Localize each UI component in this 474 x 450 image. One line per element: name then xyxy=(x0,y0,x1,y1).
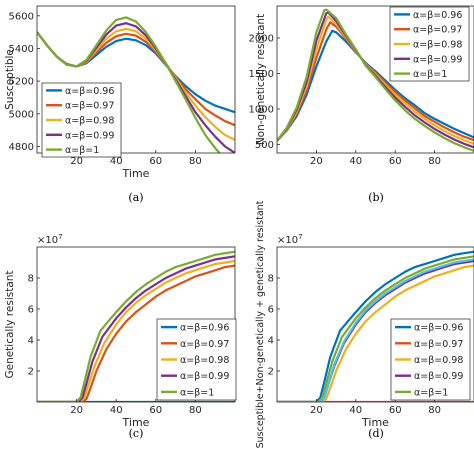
series-line-3 xyxy=(37,259,235,402)
series-group xyxy=(277,250,474,402)
legend: α=β=0.96 α=β=0.97 α=β=0.98 α=β=0.99 α=β=1 xyxy=(156,318,237,401)
legend-entry: α=β=0.96 xyxy=(180,323,229,334)
x-axis-label: Time xyxy=(122,416,150,429)
x-tick-label: 60 xyxy=(389,156,402,167)
x-axis-label: Time xyxy=(122,167,150,180)
y-exponent-label: ×107 xyxy=(37,233,63,246)
series-line-6 xyxy=(277,258,474,402)
x-tick-label: 60 xyxy=(389,405,402,416)
legend-entry: α=β=0.96 xyxy=(413,10,462,21)
y-axis-label: Non-genetically resistant xyxy=(255,14,267,145)
series-group xyxy=(37,16,235,153)
y-exponent-label: ×107 xyxy=(277,233,303,246)
x-tick-label: 40 xyxy=(349,156,362,167)
panel-caption: (a) xyxy=(128,191,143,204)
series-line-5 xyxy=(37,250,235,402)
series-line-4 xyxy=(37,255,235,402)
y-tick-label: 5200 xyxy=(9,77,34,88)
panel-caption: (b) xyxy=(368,191,384,204)
series-group xyxy=(37,250,235,402)
legend-entry: α=β=1 xyxy=(414,387,448,398)
y-tick-label: 1500 xyxy=(249,69,274,80)
series-line-5 xyxy=(277,8,474,152)
legend-entry: α=β=0.98 xyxy=(414,355,463,366)
legend-entry: α=β=0.97 xyxy=(413,25,462,36)
y-tick-label: 8 xyxy=(28,274,34,285)
legend-entry: α=β=0.96 xyxy=(65,86,114,97)
legend-entry: α=β=1 xyxy=(65,145,99,156)
x-axis-label: Time xyxy=(361,416,389,429)
panel-4: 20 40 60 80 2 4 6 8 ×107 Time Susceptible+Non-gene… xyxy=(255,200,474,448)
y-axis-label: Genetically resistant xyxy=(4,270,16,378)
y-tick-label: 6 xyxy=(268,305,274,316)
x-tick-label: 80 xyxy=(428,156,441,167)
series-line-5 xyxy=(37,16,221,153)
legend-entry: α=β=0.99 xyxy=(413,54,462,65)
legend-entry: α=β=0.97 xyxy=(180,339,229,350)
y-tick-label: 1000 xyxy=(249,104,274,115)
axes-frame xyxy=(276,246,474,403)
legend: α=β=0.96 α=β=0.97 α=β=0.98 α=β=0.99 α=β=1 xyxy=(390,318,471,401)
axes-frame xyxy=(276,5,474,154)
legend-entry: α=β=0.99 xyxy=(65,130,114,141)
series-line-5 xyxy=(277,255,474,402)
x-tick-label: 40 xyxy=(110,156,123,167)
series-group xyxy=(277,8,474,152)
legend-entry: α=β=0.97 xyxy=(65,101,114,112)
x-tick-label: 40 xyxy=(349,405,362,416)
x-tick-label: 20 xyxy=(310,405,323,416)
y-tick-label: 4800 xyxy=(9,142,34,153)
y-tick-label: 500 xyxy=(255,140,274,151)
x-tick-label: 20 xyxy=(310,156,323,167)
y-tick-label: 2 xyxy=(28,367,34,378)
series-line-1 xyxy=(277,250,474,402)
x-tick-label: 80 xyxy=(189,156,202,167)
series-line-3 xyxy=(277,264,474,402)
y-tick-label: 6 xyxy=(28,305,34,316)
legend-entry: α=β=0.98 xyxy=(180,355,229,366)
x-tick-label: 80 xyxy=(189,405,202,416)
legend-entry: α=β=1 xyxy=(413,69,447,80)
panel-3: 20 40 60 80 2 4 6 8 ×107 Time Genetically resistan… xyxy=(4,233,237,440)
legend-entry: α=β=0.96 xyxy=(414,323,463,334)
x-tick-label: 60 xyxy=(149,156,162,167)
panel-caption: (d) xyxy=(368,427,384,440)
y-axis-label: Susceptible xyxy=(4,49,16,110)
axes-frame xyxy=(36,5,236,154)
y-tick-label: 5000 xyxy=(9,109,34,120)
y-axis-label: Susceptible+Non-genetically + geneticall… xyxy=(255,200,266,448)
y-tick-label: 8 xyxy=(268,274,274,285)
panel-1: 20 40 60 80 4800 5000 5200 5400 5600 Time Suscepti… xyxy=(4,5,236,204)
legend-entry: α=β=0.99 xyxy=(180,371,229,382)
x-tick-label: 20 xyxy=(70,405,83,416)
y-tick-label: 2 xyxy=(268,367,274,378)
y-tick-label: 5600 xyxy=(9,11,34,22)
x-tick-label: 20 xyxy=(70,156,83,167)
legend-entry: α=β=1 xyxy=(180,387,214,398)
y-tick-label: 5400 xyxy=(9,44,34,55)
legend-entry: α=β=0.97 xyxy=(414,339,463,350)
x-tick-label: 40 xyxy=(110,405,123,416)
legend-entry: α=β=0.99 xyxy=(414,371,463,382)
x-tick-label: 80 xyxy=(428,405,441,416)
x-tick-label: 60 xyxy=(149,405,162,416)
legend: α=β=0.96 α=β=0.97 α=β=0.98 α=β=0.99 α=β=1 xyxy=(389,6,470,82)
series-line-2 xyxy=(37,264,235,402)
legend-entry: α=β=0.98 xyxy=(413,40,462,51)
legend: α=β=0.96 α=β=0.97 α=β=0.98 α=β=0.99 α=β=1 xyxy=(41,82,122,158)
panel-caption: (c) xyxy=(129,427,144,440)
y-tick-label: 2000 xyxy=(249,33,274,44)
legend-entry: α=β=0.98 xyxy=(65,116,114,127)
y-tick-label: 4 xyxy=(268,336,274,347)
y-tick-label: 4 xyxy=(28,336,34,347)
